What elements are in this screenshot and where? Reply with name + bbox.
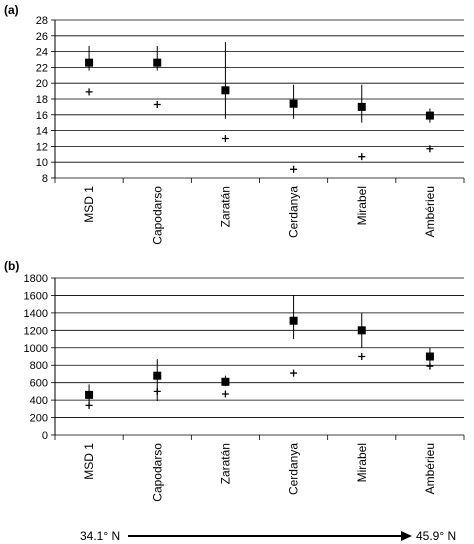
category-label: Zaratán xyxy=(218,186,232,227)
y-tick-label: 10 xyxy=(36,157,48,169)
y-tick-label: 1000 xyxy=(24,343,48,355)
square-marker xyxy=(289,99,298,108)
plus-marker xyxy=(290,165,298,173)
plus-marker xyxy=(358,153,366,161)
category-label: Ambérieu xyxy=(423,186,437,237)
panel-label: (b) xyxy=(4,259,19,273)
latitude-end-label: 45.9° N xyxy=(416,529,456,543)
y-tick-label: 1200 xyxy=(24,325,48,337)
plus-marker xyxy=(221,135,229,142)
latitude-start-label: 34.1° N xyxy=(80,529,120,543)
category-label: MSD 1 xyxy=(82,186,96,223)
category-label: Capodarso xyxy=(150,443,164,502)
plus-marker xyxy=(85,88,93,96)
square-marker xyxy=(221,86,230,95)
y-tick-label: 8 xyxy=(42,173,48,185)
plus-marker xyxy=(221,390,229,398)
plus-marker xyxy=(290,369,298,377)
category-label: Cerdanya xyxy=(287,443,301,495)
category-label: Cerdanya xyxy=(287,186,301,238)
category-label: Zaratán xyxy=(218,443,232,484)
category-label: Ambérieu xyxy=(423,443,437,494)
y-tick-label: 400 xyxy=(30,395,48,407)
square-marker xyxy=(357,326,366,335)
square-marker xyxy=(289,316,298,325)
plus-marker xyxy=(426,362,434,370)
square-marker xyxy=(357,102,366,111)
square-marker xyxy=(153,58,162,67)
panel-a-chart: (a) 8 10 12 14 16 18 20 22 24 26 28 MSD 1 Capodarso Za… xyxy=(4,3,465,245)
y-tick-label: 22 xyxy=(36,62,48,74)
y-tick-label: 12 xyxy=(36,141,48,153)
category-label: Capodarso xyxy=(150,186,164,245)
y-tick-label: 600 xyxy=(30,378,48,390)
square-marker xyxy=(425,352,434,361)
plus-marker xyxy=(426,145,434,153)
y-tick-label: 28 xyxy=(36,15,48,27)
plus-marker xyxy=(153,387,161,395)
y-tick-label: 0 xyxy=(42,430,48,442)
y-tick-label: 26 xyxy=(36,31,48,43)
y-tick-label: 1400 xyxy=(24,308,48,320)
square-marker xyxy=(85,390,94,399)
latitude-arrowhead xyxy=(401,531,412,541)
plus-marker xyxy=(85,401,93,409)
category-label: Mirabel xyxy=(355,443,369,482)
category-label: Mirabel xyxy=(355,186,369,225)
latitude-axis: 34.1° N 45.9° N xyxy=(80,529,456,543)
square-marker xyxy=(153,371,162,380)
category-label: MSD 1 xyxy=(82,443,96,480)
y-tick-label: 800 xyxy=(30,360,48,372)
square-marker xyxy=(85,58,94,67)
plus-marker xyxy=(153,101,161,109)
square-marker xyxy=(425,111,434,120)
y-tick-label: 1600 xyxy=(24,290,48,302)
y-tick-label: 200 xyxy=(30,413,48,425)
square-marker xyxy=(221,377,230,386)
y-tick-label: 16 xyxy=(36,110,48,122)
y-tick-label: 14 xyxy=(36,126,48,138)
y-tick-label: 24 xyxy=(36,47,48,59)
y-tick-label: 20 xyxy=(36,78,48,90)
y-tick-label: 1800 xyxy=(24,273,48,285)
plus-marker xyxy=(358,353,366,360)
y-tick-label: 18 xyxy=(36,94,48,106)
panel-b-chart: (b) 0 200 400 600 800 1000 1200 1400 1600 1800 MSD … xyxy=(4,259,465,502)
panel-label: (a) xyxy=(4,3,19,17)
